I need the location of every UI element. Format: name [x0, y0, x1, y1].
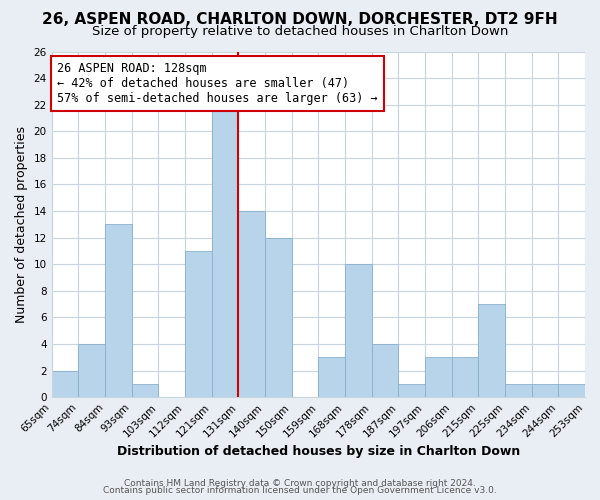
Bar	[212, 104, 238, 397]
Bar	[452, 358, 478, 397]
Y-axis label: Number of detached properties: Number of detached properties	[15, 126, 28, 323]
Bar	[425, 358, 452, 397]
Bar	[105, 224, 131, 397]
Bar	[185, 251, 212, 397]
X-axis label: Distribution of detached houses by size in Charlton Down: Distribution of detached houses by size …	[117, 444, 520, 458]
Bar	[532, 384, 559, 397]
Bar	[559, 384, 585, 397]
Bar	[398, 384, 425, 397]
Text: Size of property relative to detached houses in Charlton Down: Size of property relative to detached ho…	[92, 25, 508, 38]
Bar	[79, 344, 105, 397]
Bar	[345, 264, 371, 397]
Text: 26, ASPEN ROAD, CHARLTON DOWN, DORCHESTER, DT2 9FH: 26, ASPEN ROAD, CHARLTON DOWN, DORCHESTE…	[42, 12, 558, 28]
Bar	[131, 384, 158, 397]
Text: Contains public sector information licensed under the Open Government Licence v3: Contains public sector information licen…	[103, 486, 497, 495]
Text: 26 ASPEN ROAD: 128sqm
← 42% of detached houses are smaller (47)
57% of semi-deta: 26 ASPEN ROAD: 128sqm ← 42% of detached …	[57, 62, 377, 105]
Bar	[505, 384, 532, 397]
Bar	[478, 304, 505, 397]
Bar	[319, 358, 345, 397]
Bar	[265, 238, 292, 397]
Bar	[371, 344, 398, 397]
Bar	[52, 370, 79, 397]
Bar	[238, 211, 265, 397]
Text: Contains HM Land Registry data © Crown copyright and database right 2024.: Contains HM Land Registry data © Crown c…	[124, 478, 476, 488]
